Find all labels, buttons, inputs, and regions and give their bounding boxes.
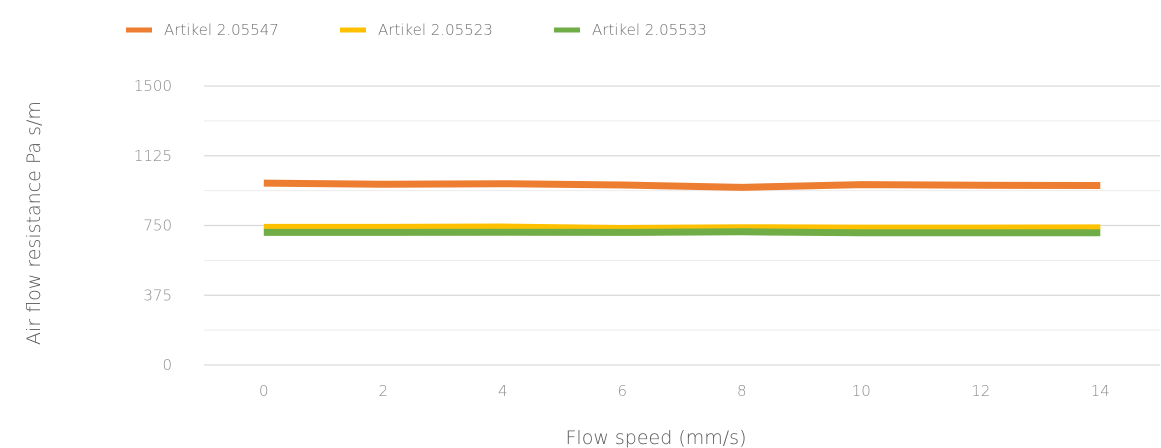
legend: Artikel 2.05547 Artikel 2.05523 Artikel 2.… xyxy=(126,21,707,39)
x-tick-label: 0 xyxy=(259,382,269,400)
legend-label-1: Artikel 2.05547 xyxy=(164,21,279,39)
x-tick-label: 4 xyxy=(498,382,508,400)
x-tick-label: 10 xyxy=(852,382,871,400)
series-line-1 xyxy=(263,179,1101,191)
x-axis-title: Flow speed (mm/s) xyxy=(566,427,747,448)
x-tick-label: 6 xyxy=(617,382,627,400)
legend-label-3: Artikel 2.05533 xyxy=(592,21,707,39)
y-tick-label: 750 xyxy=(143,217,172,235)
x-tick-label: 8 xyxy=(737,382,747,400)
y-tick-label: 0 xyxy=(162,356,172,374)
series-line-3 xyxy=(263,228,1101,237)
legend-label-2: Artikel 2.05523 xyxy=(378,21,493,39)
y-axis-ticks: 0 375 750 1125 1500 xyxy=(134,77,172,374)
gridlines xyxy=(204,85,1160,366)
y-tick-label: 375 xyxy=(143,286,172,304)
y-axis-title: Air flow resistance Pa s/m xyxy=(23,101,45,345)
series-line-2 xyxy=(263,223,1101,232)
series-lines xyxy=(263,179,1101,237)
x-tick-label: 2 xyxy=(378,382,388,400)
y-tick-label: 1125 xyxy=(134,147,172,165)
x-axis-ticks: 0 2 4 6 8 10 12 14 xyxy=(259,382,1110,400)
x-tick-label: 14 xyxy=(1091,382,1110,400)
x-tick-label: 12 xyxy=(971,382,990,400)
y-tick-label: 1500 xyxy=(134,77,172,95)
